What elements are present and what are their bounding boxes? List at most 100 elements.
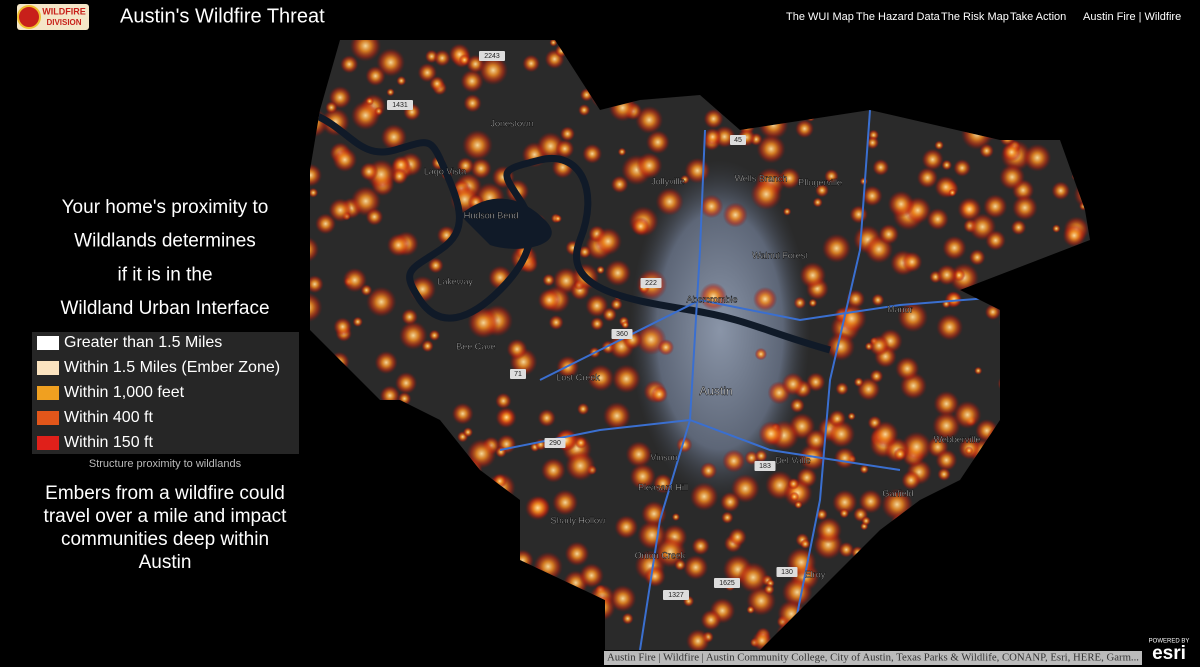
road-shield — [640, 278, 662, 288]
heat-blob — [380, 123, 408, 151]
heat-blob — [602, 401, 631, 430]
heat-blob — [861, 516, 871, 526]
logo[interactable]: WILDFIRE DIVISION — [17, 4, 89, 30]
heat-blob — [565, 450, 596, 481]
heat-blob — [1051, 181, 1071, 201]
heat-blob — [365, 207, 384, 226]
heat-blob — [719, 491, 741, 513]
heat-blob — [467, 306, 500, 339]
heat-blob — [839, 508, 850, 519]
nav-link[interactable]: The WUI Map — [786, 11, 854, 23]
heat-blob — [537, 408, 556, 428]
heat-blob — [868, 335, 890, 357]
place-label: Vinson — [650, 452, 677, 462]
road-label: 1625 — [719, 580, 735, 587]
legend-label: Within 1.5 Miles (Ember Zone) — [64, 359, 280, 376]
river — [313, 111, 831, 354]
place-label: Elroy — [805, 569, 826, 579]
heat-blob — [386, 88, 395, 97]
heat-blob — [625, 441, 653, 468]
heat-blob — [926, 207, 949, 231]
heat-blob — [564, 541, 590, 567]
heat-blob — [808, 298, 818, 308]
road-label: 71 — [514, 371, 522, 378]
intro-text: Your home's proximity to — [62, 197, 269, 218]
place-label: Wells Branch — [735, 173, 788, 183]
heat-blob — [787, 477, 800, 490]
heat-blob — [826, 332, 856, 361]
app-title: Austin's Wildfire Threat — [120, 5, 325, 27]
heat-blob — [703, 108, 724, 129]
road-label: 360 — [616, 331, 628, 338]
heat-blob — [315, 213, 337, 235]
road-shield — [387, 100, 413, 110]
nav-link[interactable]: The Risk Map — [941, 11, 1009, 23]
nav-link[interactable]: Take Action — [1010, 11, 1066, 23]
heat-blob — [417, 62, 438, 83]
heat-blob — [611, 364, 641, 394]
heat-blob — [602, 307, 617, 322]
heat-blob — [610, 175, 629, 194]
heat-blob — [901, 470, 921, 491]
heat-blob — [871, 420, 899, 448]
road-label: 183 — [759, 463, 771, 470]
heat-blob — [824, 168, 839, 184]
heat-blob — [691, 537, 710, 556]
heat-blob — [374, 350, 398, 375]
heat-blob — [537, 288, 561, 312]
heat-blob — [684, 157, 711, 184]
highways — [499, 109, 1090, 650]
nav-link[interactable]: Austin Fire | Wildfire — [1083, 11, 1181, 23]
heat-blob — [878, 223, 900, 245]
legend-label: Within 400 ft — [64, 409, 153, 426]
heat-blob — [756, 134, 786, 164]
heat-blob — [746, 605, 755, 614]
heat-blob — [540, 457, 566, 483]
road-shield — [479, 51, 505, 61]
road-shield — [611, 329, 633, 339]
heat-blob — [832, 489, 858, 516]
heat-blob — [609, 584, 637, 613]
heat-blob — [366, 286, 397, 318]
heat-blob — [350, 100, 381, 131]
heat-blob — [948, 188, 957, 197]
heat-blob — [524, 495, 551, 521]
heat-blob — [652, 473, 673, 494]
heat-blob — [1023, 143, 1052, 172]
heat-blob — [871, 293, 885, 307]
heat-blob — [953, 400, 982, 429]
heat-blob — [352, 316, 363, 327]
outro-text: travel over a mile and impact — [44, 506, 288, 527]
road-shield — [714, 578, 740, 588]
heat-blob — [689, 482, 719, 511]
heat-blob — [610, 298, 623, 311]
heat-blob — [542, 273, 556, 287]
heat-blob — [901, 251, 923, 273]
heat-blob — [674, 559, 687, 571]
road-label: 45 — [734, 137, 742, 144]
heat-blob — [636, 152, 663, 179]
road-label: 130 — [781, 569, 793, 576]
logo-text: WILDFIRE — [42, 6, 86, 16]
legend-swatch — [37, 361, 59, 375]
heat-blob — [394, 371, 418, 395]
legend-swatch — [37, 386, 59, 400]
legend-label: Within 1,000 feet — [64, 384, 185, 401]
urban-area — [630, 160, 810, 500]
heat-blob — [815, 508, 828, 521]
attribution: Austin Fire | Wildfire | Austin Communit… — [607, 652, 1139, 663]
place-label: Jollyville — [651, 176, 685, 186]
heat-blob — [901, 431, 932, 463]
heat-blob — [974, 366, 983, 375]
heat-blob — [737, 561, 769, 593]
heat-blob — [462, 427, 474, 438]
map[interactable]: Jonestown Lago Vista Hudson Bend Lakeway Bee… — [292, 27, 1102, 662]
heat-blob — [1010, 219, 1027, 236]
esri-logo[interactable]: esri — [1152, 643, 1186, 664]
nav-link[interactable]: The Hazard Data — [856, 11, 941, 23]
heat-blob — [582, 143, 603, 164]
heat-blob — [559, 126, 576, 142]
heat-blob — [587, 364, 615, 392]
heat-blob — [685, 629, 710, 650]
heat-blob — [763, 583, 775, 595]
